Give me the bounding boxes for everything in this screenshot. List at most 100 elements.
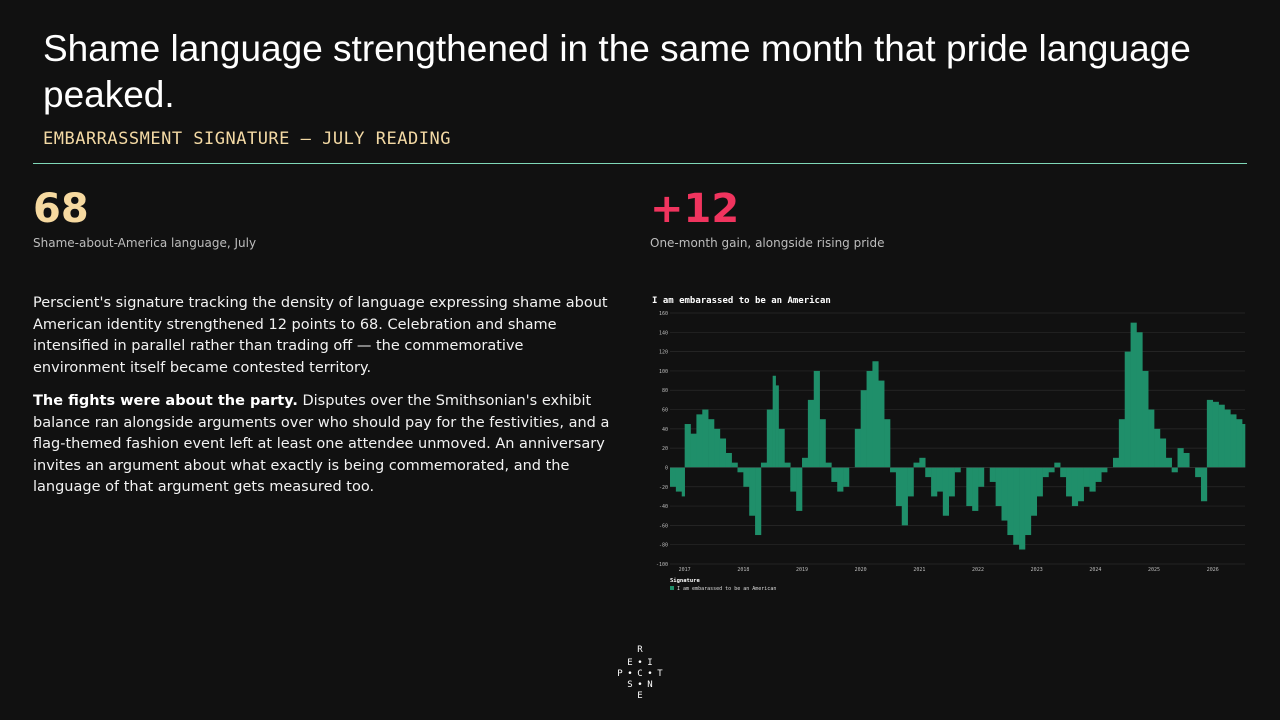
- area-segment: [696, 414, 703, 468]
- x-tick-label: 2020: [855, 567, 867, 573]
- area-segment: [790, 467, 797, 492]
- area-segment: [1206, 399, 1214, 468]
- area-segment: [942, 467, 949, 516]
- area-segment: [725, 452, 732, 468]
- y-tick-label: 160: [659, 311, 668, 317]
- area-segment: [1148, 409, 1155, 468]
- area-segment: [775, 385, 779, 468]
- area-segment: [1048, 467, 1055, 473]
- body-paragraph-1: Perscient's signature tracking the densi…: [33, 295, 608, 376]
- legend-swatch: [670, 586, 674, 590]
- stat-value-level: 68: [33, 186, 89, 232]
- section-kicker: EMBARRASSMENT SIGNATURE — JULY READING: [43, 129, 451, 149]
- page-title: Shame language strengthened in the same …: [43, 28, 1191, 115]
- area-segment: [772, 375, 776, 468]
- area-segment: [1001, 467, 1008, 521]
- legend-item: I am embarassed to be an American: [677, 586, 776, 590]
- area-segment: [1083, 467, 1090, 487]
- area-segment: [884, 419, 891, 468]
- area-segment: [1195, 467, 1202, 478]
- area-segment: [843, 467, 850, 487]
- x-tick-label: 2018: [737, 567, 749, 573]
- area-segment: [1183, 452, 1190, 468]
- area-segment: [995, 467, 1002, 507]
- area-segment: [1200, 467, 1208, 502]
- area-segment: [837, 467, 844, 492]
- area-segment: [670, 467, 677, 487]
- x-tick-label: 2019: [796, 567, 808, 573]
- area-segment: [1066, 467, 1073, 497]
- area-segment: [890, 467, 897, 473]
- area-segment: [866, 370, 873, 468]
- area-segment: [802, 457, 809, 468]
- logo-letter: I: [647, 658, 653, 668]
- area-segment: [972, 467, 979, 511]
- x-tick-label: 2024: [1089, 567, 1101, 573]
- legend-title: Signature: [670, 578, 700, 584]
- area-segment: [1042, 467, 1049, 478]
- area-segment: [684, 424, 691, 468]
- area-segment: [1007, 467, 1014, 536]
- area-segment: [702, 409, 709, 468]
- area-segment: [872, 361, 879, 468]
- area-segment: [690, 433, 697, 468]
- y-tick-label: -60: [659, 523, 668, 529]
- area-segment: [807, 399, 815, 468]
- chart-title: I am embarassed to be an American: [652, 295, 831, 306]
- area-segment: [708, 419, 715, 468]
- area-segment: [825, 462, 832, 468]
- area-segment: [731, 462, 738, 468]
- logo-dot: •: [647, 669, 653, 679]
- logo-letter: S: [627, 680, 633, 690]
- logo-dot: •: [637, 680, 643, 690]
- x-tick-label: 2022: [972, 567, 984, 573]
- logo-letter: P: [617, 669, 623, 679]
- area-segment: [1013, 467, 1020, 545]
- area-segment: [1165, 457, 1172, 468]
- area-segment: [907, 467, 914, 497]
- area-segment: [1236, 419, 1243, 468]
- area-segment: [1112, 457, 1120, 468]
- area-segment: [1218, 404, 1225, 468]
- area-segment: [1224, 409, 1231, 468]
- x-tick-label: 2025: [1148, 567, 1160, 573]
- logo-letter: E: [637, 691, 643, 701]
- area-segment: [1130, 322, 1137, 468]
- area-segment: [714, 428, 721, 468]
- area-segment: [1142, 370, 1149, 468]
- area-segment: [1089, 467, 1096, 492]
- area-segment: [719, 438, 727, 468]
- x-tick-label: 2017: [679, 567, 691, 573]
- logo-letter: E: [627, 658, 633, 668]
- body-paragraph-2-rest: Disputes over the Smithsonian's exhibit …: [33, 393, 610, 495]
- area-segment: [1159, 438, 1167, 468]
- y-tick-label: 120: [659, 350, 668, 356]
- area-segment: [819, 419, 826, 468]
- area-segment: [778, 428, 785, 468]
- area-segment: [749, 467, 756, 516]
- area-segment: [675, 467, 683, 492]
- area-segment: [796, 467, 803, 511]
- area-segment: [1054, 462, 1061, 468]
- logo-letter: T: [657, 669, 663, 679]
- y-tick-label: 40: [662, 427, 668, 433]
- x-tick-label: 2021: [913, 567, 925, 573]
- area-segment: [878, 380, 885, 468]
- area-segment: [813, 370, 820, 468]
- perscient-logo: R E • I P • C • T S • N E: [612, 645, 668, 702]
- stat-value-change: +12: [650, 186, 740, 232]
- area-segment: [1019, 467, 1026, 550]
- area-segment: [913, 462, 920, 468]
- area-segment: [1101, 467, 1108, 473]
- stat-label-change: One-month gain, alongside rising pride: [650, 236, 885, 250]
- stat-label-level: Shame-about-America language, July: [33, 236, 257, 250]
- area-segment: [1212, 401, 1219, 468]
- area-segment: [925, 467, 932, 478]
- area-segment: [1030, 467, 1038, 516]
- signature-chart-svg: I am embarassed to be an American -100 -80…: [652, 295, 1246, 590]
- y-tick-label: -40: [659, 504, 668, 510]
- body-paragraph-2-lead: The fights were about the party.: [33, 393, 298, 409]
- divider-rule: [33, 163, 1247, 164]
- area-segment: [831, 467, 838, 482]
- y-tick-label: -80: [659, 543, 668, 549]
